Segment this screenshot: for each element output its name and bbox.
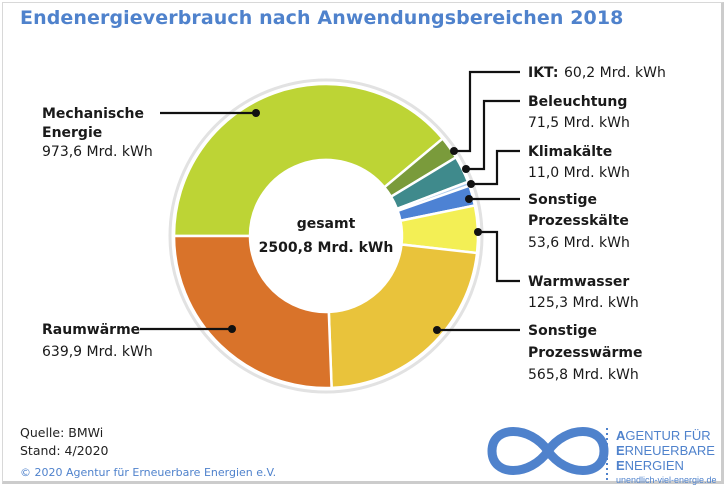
slice-value: 53,6 Mrd. kWh xyxy=(528,235,630,251)
slice-value: 125,3 Mrd. kWh xyxy=(528,295,639,311)
leader-line xyxy=(471,149,520,186)
slice-label: Sonstige xyxy=(528,323,597,339)
leader-dot xyxy=(433,326,441,334)
leader-dot xyxy=(462,165,470,173)
logo-url: unendlich-viel-energie.de xyxy=(616,475,717,485)
leader-line xyxy=(478,230,520,283)
slice-value: 71,5 Mrd. kWh xyxy=(528,115,630,131)
leader-line xyxy=(454,70,520,153)
source-label: Quelle: BMWi xyxy=(20,425,104,440)
slice-mechanische-energie xyxy=(172,82,445,238)
leader-dot xyxy=(450,147,458,155)
chart-title: Endenergieverbrauch nach Anwendungsberei… xyxy=(20,7,624,29)
logo-text: AGENTUR FÜR ERNEUERBARE ENERGIEN unendli… xyxy=(616,428,717,485)
slice-value: 565,8 Mrd. kWh xyxy=(528,367,639,383)
center-label-total: 2500,8 Mrd. kWh xyxy=(259,240,394,256)
leader-line xyxy=(466,99,520,171)
slice-label: Sonstige xyxy=(528,192,597,208)
slice-value: 60,2 Mrd. kWh xyxy=(564,65,666,81)
leader-dot xyxy=(474,228,482,236)
stand-label: Stand: 4/2020 xyxy=(20,443,109,458)
leader-dot xyxy=(467,180,475,188)
slice-label: IKT: xyxy=(528,65,558,81)
slice-value: 639,9 Mrd. kWh xyxy=(42,344,153,360)
leader-dot xyxy=(228,325,236,333)
slice-label: Klimakälte xyxy=(528,144,612,160)
slice-value: 11,0 Mrd. kWh xyxy=(528,165,630,181)
slice-label: Energie xyxy=(42,125,102,141)
leader-dot xyxy=(465,195,473,203)
frame xyxy=(2,2,724,484)
slice-label: Warmwasser xyxy=(528,274,629,290)
slice-label: Beleuchtung xyxy=(528,94,627,110)
slice-value: 973,6 Mrd. kWh xyxy=(42,144,153,160)
slice-raumwärme xyxy=(172,234,333,390)
slice-sonstige-prozesswärme xyxy=(327,243,479,390)
slice-label: Raumwärme xyxy=(42,322,140,338)
center-label-gesamt: gesamt xyxy=(297,216,356,232)
slice-label: Mechanische xyxy=(42,106,144,122)
slice-label: Prozesskälte xyxy=(528,213,629,229)
slice-label: Prozesswärme xyxy=(528,345,642,361)
copyright: © 2020 Agentur für Erneuerbare Energien … xyxy=(20,466,277,479)
leader-dot xyxy=(252,109,260,117)
